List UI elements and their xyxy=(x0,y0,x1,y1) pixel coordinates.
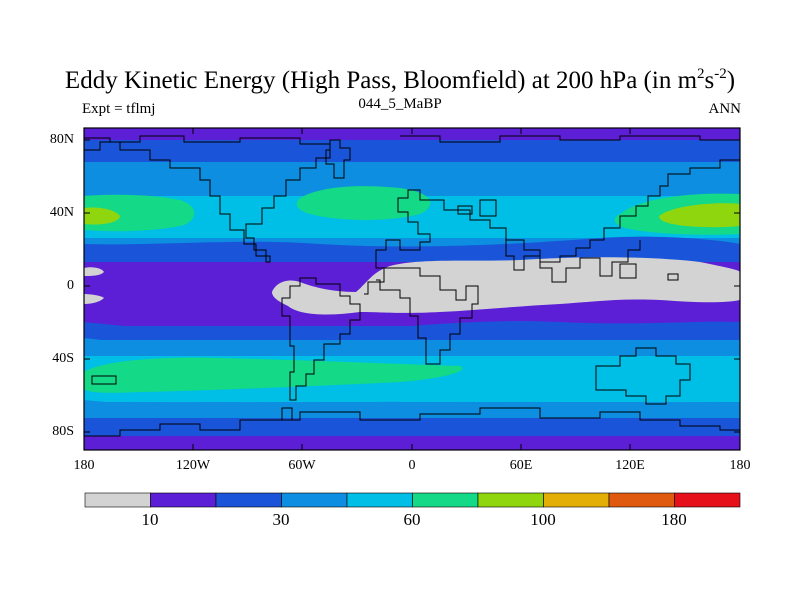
lat-label-40n: 40N xyxy=(49,205,74,220)
lon-label-180e: 180 xyxy=(729,458,751,473)
colorbar-swatch xyxy=(84,492,151,508)
low-eke-pacific-w xyxy=(84,267,104,276)
colorbar-swatch xyxy=(346,492,413,508)
figure-subtitle: 044_5_MaBP xyxy=(358,96,442,112)
colorbar xyxy=(84,492,741,508)
colorbar-swatch xyxy=(477,492,544,508)
contour-sh-high xyxy=(84,400,740,418)
colorbar-label-180: 180 xyxy=(661,510,687,529)
nh-jet-max-east xyxy=(659,203,740,228)
coast-north-america xyxy=(84,135,331,263)
coast-africa xyxy=(376,267,479,365)
lon-label-0: 0 xyxy=(408,458,416,473)
colorbar-label-30: 30 xyxy=(272,510,290,529)
coast-india-asia xyxy=(505,240,641,283)
contour-sh-mid xyxy=(84,338,740,356)
band-high-s xyxy=(84,416,740,436)
low-eke-tropics xyxy=(272,257,740,315)
colorbar-label-100: 100 xyxy=(530,510,556,529)
colorbar-label-10: 10 xyxy=(141,510,159,529)
colorbar-swatch xyxy=(215,492,282,508)
colorbar-swatch xyxy=(608,492,675,508)
lon-label-120w: 120W xyxy=(175,458,211,473)
nh-jet-max-west xyxy=(84,207,120,225)
coast-islands xyxy=(457,199,679,281)
band-polar-s xyxy=(84,436,740,450)
colorbar-swatch xyxy=(150,492,217,508)
sh-jet-core xyxy=(84,357,463,393)
colorbar-swatch xyxy=(412,492,479,508)
lon-label-60e: 60E xyxy=(509,458,533,473)
experiment-label: Expt = tflmj xyxy=(82,101,156,117)
colorbar-swatch xyxy=(543,492,610,508)
lat-label-0: 0 xyxy=(67,278,74,293)
lat-label-80s: 80S xyxy=(52,424,74,439)
lat-label-80n: 80N xyxy=(49,132,74,147)
coast-south-america xyxy=(281,277,361,401)
lon-label-120e: 120E xyxy=(615,458,645,473)
coast-antarctic-peninsula xyxy=(272,407,293,421)
coast-antarctica xyxy=(84,407,740,437)
figure-title: Eddy Kinetic Energy (High Pass, Bloomfie… xyxy=(64,66,736,95)
coast-eurasia xyxy=(364,135,740,295)
band-high-n xyxy=(84,140,740,162)
coast-sa-tip xyxy=(91,375,117,385)
contour-nh-bulge xyxy=(84,168,740,196)
coast-greenland xyxy=(325,139,351,179)
colorbar-label-60: 60 xyxy=(403,510,421,529)
coastlines xyxy=(84,135,740,437)
lon-label-180w: 180 xyxy=(73,458,95,473)
colorbar-swatch xyxy=(674,492,741,508)
coast-australia xyxy=(595,347,691,405)
lon-label-60w: 60W xyxy=(288,458,316,473)
lat-label-40s: 40S xyxy=(52,351,74,366)
nh-jet-core-atlantic xyxy=(296,186,431,220)
season-label: ANN xyxy=(708,101,742,117)
colorbar-swatch xyxy=(281,492,348,508)
low-eke-pacific-w2 xyxy=(84,294,104,304)
tick-marks xyxy=(83,128,741,450)
contour-sh-trop xyxy=(84,321,740,340)
